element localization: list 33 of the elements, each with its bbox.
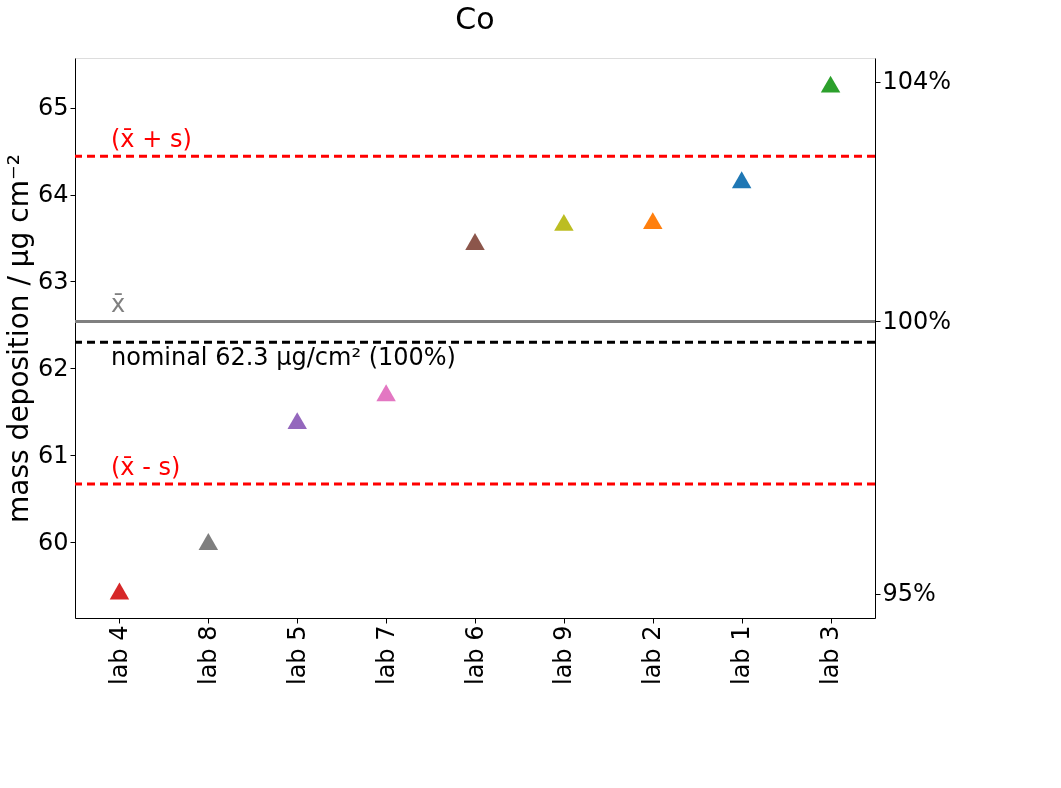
y2-tick-label: 104% <box>882 67 952 96</box>
y2-tick-label: 100% <box>882 306 952 335</box>
x-tick-label: lab 5 <box>282 625 311 686</box>
ref-line-label: x̄ <box>111 290 126 319</box>
x-tick-label: lab 8 <box>193 625 222 686</box>
point <box>643 212 663 230</box>
point <box>287 412 307 430</box>
point <box>109 582 130 600</box>
x-tick-label: lab 1 <box>727 625 756 686</box>
y-tick-label: 64 <box>37 180 69 209</box>
y-tick-label: 61 <box>37 440 69 469</box>
ref-line-label: (x̄ - s) <box>111 453 181 482</box>
ref-line-label: nominal 62.3 µg/cm² (100%) <box>111 343 456 372</box>
y2-tick-label: 95% <box>882 579 936 608</box>
point <box>820 75 841 93</box>
point <box>465 233 485 250</box>
y-tick-label: 63 <box>37 266 69 295</box>
y-tick-label: 60 <box>37 527 69 556</box>
x-tick-label: lab 9 <box>549 625 578 686</box>
x-tick-label: lab 4 <box>104 625 133 686</box>
y-axis-title: mass deposition / µg cm⁻² <box>1 154 35 523</box>
x-tick-label: lab 6 <box>460 625 489 686</box>
y-tick-label: 65 <box>37 93 69 122</box>
x-tick-label: lab 7 <box>371 625 400 686</box>
x-tick-label: lab 2 <box>638 625 667 686</box>
y-tick-label: 62 <box>37 353 69 382</box>
point <box>554 213 574 231</box>
ref-line-label: (x̄ + s) <box>111 125 192 154</box>
point <box>198 533 219 550</box>
x-tick-label: lab 3 <box>816 625 845 686</box>
chart-title: Co <box>455 1 495 37</box>
point <box>376 384 396 402</box>
point <box>731 171 752 189</box>
